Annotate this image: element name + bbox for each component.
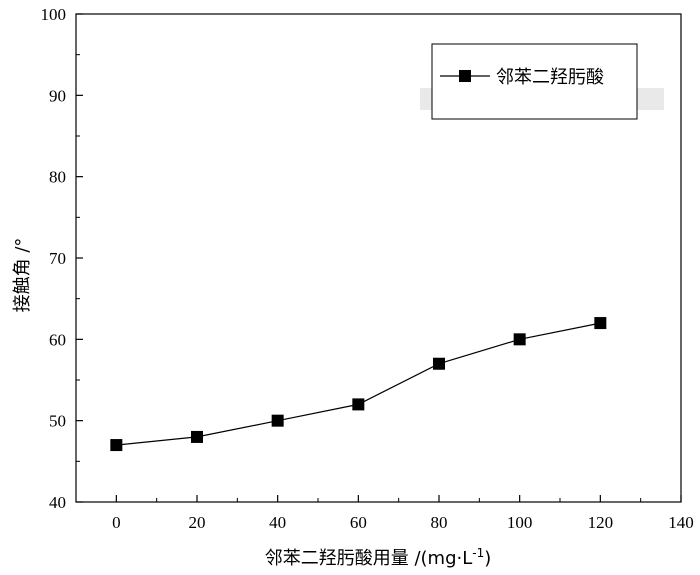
y-tick-label: 40	[49, 493, 66, 512]
y-tick-label: 60	[49, 330, 66, 349]
x-tick-label: 40	[269, 513, 286, 532]
x-axis-title-superscript: -1	[472, 546, 484, 560]
x-tick-label: 120	[588, 513, 614, 532]
x-tick-label: 100	[507, 513, 533, 532]
data-point	[513, 333, 526, 346]
y-tick-label: 70	[49, 249, 66, 268]
y-axis-ticks: 40 50 60 70 80 90 100	[41, 5, 83, 512]
y-tick-label: 90	[49, 86, 66, 105]
x-tick-label: 20	[189, 513, 206, 532]
y-axis-title: 接触角 /°	[12, 238, 33, 313]
data-point	[191, 430, 203, 443]
x-tick-label: 0	[112, 513, 121, 532]
data-point	[352, 398, 365, 411]
data-point	[594, 317, 607, 330]
data-point	[110, 439, 123, 452]
legend-label: 邻苯二羟肟酸	[496, 67, 604, 88]
x-tick-label: 140	[668, 513, 694, 532]
x-axis-ticks: 0 20 40 60 80 100 120 140	[75, 495, 694, 532]
y-tick-label: 100	[41, 5, 67, 24]
x-tick-label: 80	[431, 513, 448, 532]
y-tick-label: 50	[49, 412, 66, 431]
y-tick-label: 80	[49, 168, 66, 187]
series-line	[116, 322, 601, 446]
x-axis-title: 邻苯二羟肟酸用量 /(mg·L-1)	[265, 546, 492, 569]
legend: 邻苯二羟肟酸	[440, 67, 604, 88]
series-layer	[110, 317, 607, 452]
legend-marker-icon	[459, 70, 471, 82]
x-tick-label: 60	[350, 513, 367, 532]
data-point	[271, 414, 284, 427]
data-point	[433, 357, 445, 370]
